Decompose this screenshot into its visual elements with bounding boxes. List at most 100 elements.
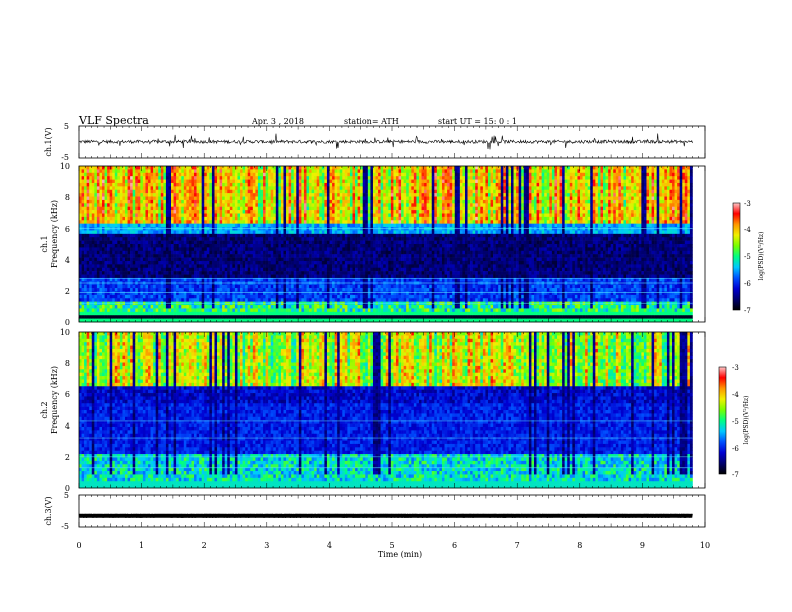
spectrogram-cell [140,216,144,221]
spectrogram-cell [117,210,121,214]
spectrogram-cell [339,271,343,275]
spectrogram-cell [314,315,318,319]
spectrogram-cell [150,288,154,292]
spectrogram-cell [153,274,156,279]
spectrogram-cell [280,247,284,252]
spectrogram-cell [273,294,277,299]
spectrogram-cell [163,233,167,238]
spectrogram-cell [339,308,343,313]
spectrogram-cell [168,227,172,231]
spectrogram-cell [214,244,218,248]
spectrogram-cell [309,176,312,180]
spectrogram-cell [107,237,110,241]
spectrogram-cell [99,247,103,252]
spectrogram-cell [201,189,205,194]
spectrogram-cell [324,216,328,221]
spectrogram-cell [316,318,320,323]
spectrogram-cell [306,260,310,265]
spectrogram-cell [122,254,126,258]
spectrogram-cell [204,288,208,292]
spectrogram-cell [319,318,323,323]
spectrogram-cell [137,284,141,289]
spectrogram-cell [130,291,133,296]
spectrogram-cell [286,311,289,316]
spectrogram-cell [250,254,254,258]
spectrogram-cell [324,264,328,269]
spectrogram-cell [229,213,233,218]
spectrogram-cell [79,213,82,218]
spectrogram-cell [273,271,277,275]
spectrogram-cell [196,210,200,214]
spectrogram-cell [186,182,190,187]
spectrogram-cell [81,294,85,299]
spectrogram-cell [119,203,123,207]
spectrogram-cell [102,274,105,279]
spectrogram-cell [257,172,261,177]
spectrogram-cell [153,311,156,316]
spectrogram-cell [188,172,192,177]
spectrogram-cell [278,315,282,319]
spectrogram-cell [245,291,249,296]
spectrogram-cell [160,257,164,262]
spectrogram-cell [117,220,121,224]
spectrogram-cell [242,240,246,245]
spectrogram-cell [319,271,323,275]
spectrogram-cell [135,240,139,245]
spectrogram-cell [158,227,162,231]
spectrogram-cell [232,267,236,272]
spectrogram-cell [224,260,228,265]
spectrogram-cell [186,244,190,248]
spectrogram-cell [227,169,231,174]
spectrogram-cell [137,220,141,224]
spectrogram-cell [329,315,333,319]
spectrogram-cell [217,271,220,275]
spectrogram-cell [240,315,243,319]
spectrogram-cell [183,267,187,272]
spectrogram-cell [163,294,167,299]
spectrogram-cell [268,294,272,299]
spectrogram-cell [135,308,139,313]
spectrogram-cell [334,169,338,174]
spectrogram-cell [137,203,141,207]
spectrogram-cell [137,189,141,194]
spectrogram-cell [178,318,182,323]
spectrogram-cell [263,203,266,207]
spectrogram-cell [171,216,174,221]
spectrogram-cell [301,315,305,319]
spectrogram-cell [268,169,272,174]
spectrogram-cell [109,294,113,299]
spectrogram-cell [309,220,312,224]
spectrogram-cell [311,240,315,245]
spectrogram-cell [265,199,269,204]
spectrogram-cell [296,166,300,170]
spectrogram-cell [81,210,85,214]
spectrogram-cell [158,284,162,289]
spectrogram-cell [296,264,300,269]
spectrogram-cell [227,298,231,302]
spectrogram-cell [227,237,231,241]
spectrogram-cell [240,213,243,218]
spectrogram-cell [334,247,338,252]
spectrogram-cell [196,213,200,218]
spectrogram-cell [186,257,190,262]
spectrogram-cell [306,318,310,323]
spectrogram-cell [296,308,300,313]
spectrogram-cell [104,294,108,299]
spectrogram-cell [219,288,223,292]
spectrogram-cell [153,203,156,207]
spectrogram-cell [342,216,346,221]
spectrogram-cell [148,288,151,292]
spectrogram-cell [114,203,118,207]
spectrogram-cell [286,250,289,255]
spectrogram-cell [102,230,105,235]
spectrogram-cell [84,182,87,187]
spectrogram-cell [199,264,202,269]
spectrogram-cell [125,315,128,319]
spectrogram-cell [79,237,82,241]
spectrogram-cell [245,305,249,309]
spectrogram-cell [165,264,169,269]
spectrogram-cell [217,240,220,245]
spectrogram-cell [178,223,182,228]
spectrogram-cell [204,271,208,275]
spectrogram-cell [206,199,210,204]
